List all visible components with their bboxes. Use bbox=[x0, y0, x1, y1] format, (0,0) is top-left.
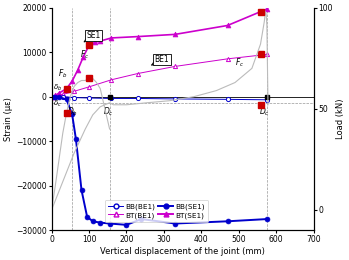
Text: $F_b$: $F_b$ bbox=[58, 68, 68, 80]
Text: SE1: SE1 bbox=[84, 31, 101, 42]
Legend: BB(BE1), BT(BE1), BB(SE1), BT(SE1): BB(BE1), BT(BE1), BB(SE1), BT(SE1) bbox=[105, 200, 208, 222]
Text: $\delta_b$: $\delta_b$ bbox=[53, 83, 62, 93]
Text: BE1: BE1 bbox=[151, 55, 169, 65]
Text: $D_c$: $D_c$ bbox=[259, 106, 270, 118]
Y-axis label: Load (kN): Load (kN) bbox=[336, 99, 345, 139]
Text: $\delta_c$: $\delta_c$ bbox=[53, 99, 61, 109]
Text: $F_c$: $F_c$ bbox=[235, 56, 244, 69]
Text: $D_c$: $D_c$ bbox=[103, 106, 114, 118]
Text: $F_c$: $F_c$ bbox=[80, 49, 90, 61]
Y-axis label: Strain (με): Strain (με) bbox=[4, 97, 13, 141]
Text: $D_b$: $D_b$ bbox=[67, 106, 78, 118]
X-axis label: Vertical displacement of the joint (mm): Vertical displacement of the joint (mm) bbox=[100, 247, 265, 256]
